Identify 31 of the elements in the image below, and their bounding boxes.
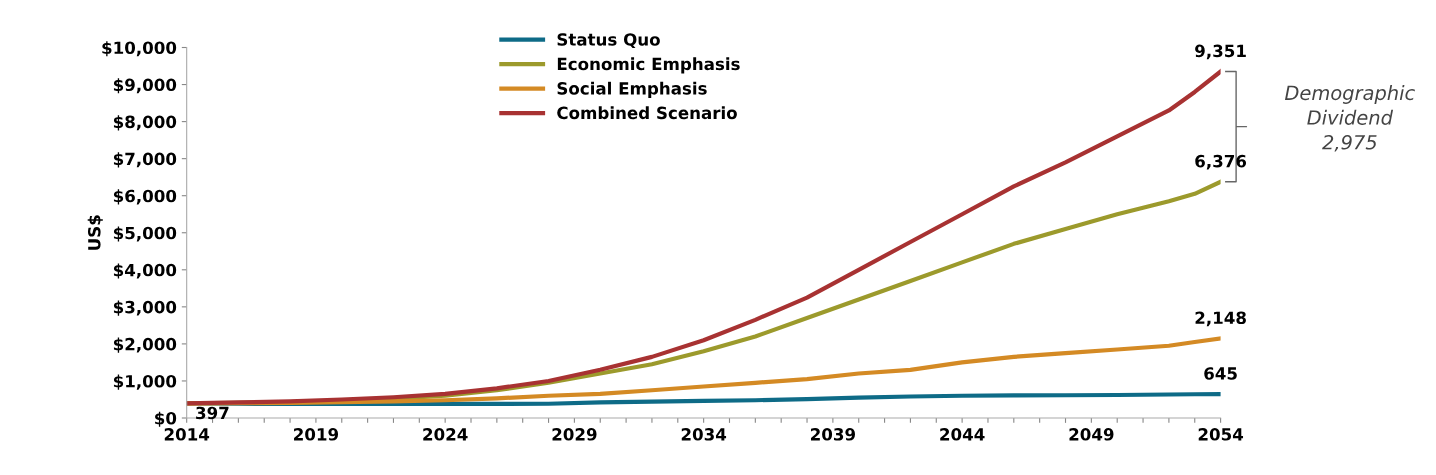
x-tick-label: 2029: [552, 428, 597, 441]
legend-label: Social Emphasis: [557, 81, 707, 98]
x-tick-label: 2054: [1198, 428, 1244, 441]
y-tick-label: $3,000: [113, 300, 177, 316]
x-tick-label: 2039: [811, 428, 856, 441]
data-label: 645: [1204, 367, 1237, 380]
legend-label: Economic Emphasis: [557, 57, 740, 74]
legend-label: Status Quo: [557, 33, 660, 48]
y-tick-label: $8,000: [113, 115, 177, 131]
x-tick-label: 2044: [940, 428, 985, 441]
data-label: 397: [196, 406, 229, 420]
y-axis-title: US$: [87, 215, 103, 250]
y-tick-label: $10,000: [102, 41, 177, 57]
x-tick-label: 2034: [681, 428, 727, 441]
legend-label: Combined Scenario: [557, 106, 737, 120]
x-tick-label: 2019: [294, 428, 339, 441]
y-tick-label: $7,000: [113, 152, 177, 168]
y-tick-label: $1,000: [113, 374, 177, 390]
x-tick-label: 2024: [423, 428, 468, 441]
y-tick-label: $4,000: [113, 263, 177, 279]
x-tick-label: 2014: [164, 428, 210, 441]
data-label: 6,376: [1195, 154, 1247, 170]
y-tick-label: $6,000: [113, 189, 177, 205]
y-tick-label: $5,000: [113, 226, 177, 242]
y-tick-label: $0: [155, 411, 177, 427]
data-label: 2,148: [1195, 311, 1246, 327]
text: Demographic Dividend 2,975: [1284, 85, 1415, 152]
x-tick-label: 2049: [1069, 428, 1114, 441]
data-label: 9,351: [1195, 44, 1246, 60]
y-tick-label: $9,000: [113, 78, 177, 94]
y-tick-label: $2,000: [113, 337, 177, 353]
